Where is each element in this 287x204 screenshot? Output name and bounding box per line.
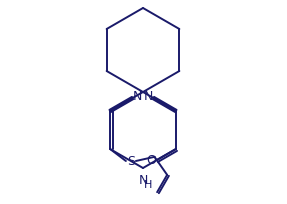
Text: N: N	[144, 90, 153, 103]
Text: N: N	[138, 173, 148, 186]
Text: H: H	[144, 179, 152, 189]
Text: S: S	[127, 155, 135, 168]
Text: O: O	[146, 154, 156, 167]
Text: N: N	[133, 90, 142, 103]
